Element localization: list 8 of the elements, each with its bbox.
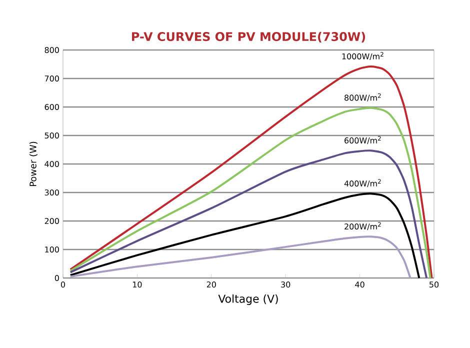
line-series xyxy=(69,66,433,279)
line-series xyxy=(69,106,432,279)
x-axis-title: Voltage (V) xyxy=(218,294,278,305)
line-series xyxy=(69,236,412,279)
chart-title: P-V CURVES OF PV MODULE(730W) xyxy=(132,32,366,43)
y-axis-title: Power (W) xyxy=(29,142,38,186)
line-series xyxy=(69,192,420,279)
line-series xyxy=(69,150,428,279)
